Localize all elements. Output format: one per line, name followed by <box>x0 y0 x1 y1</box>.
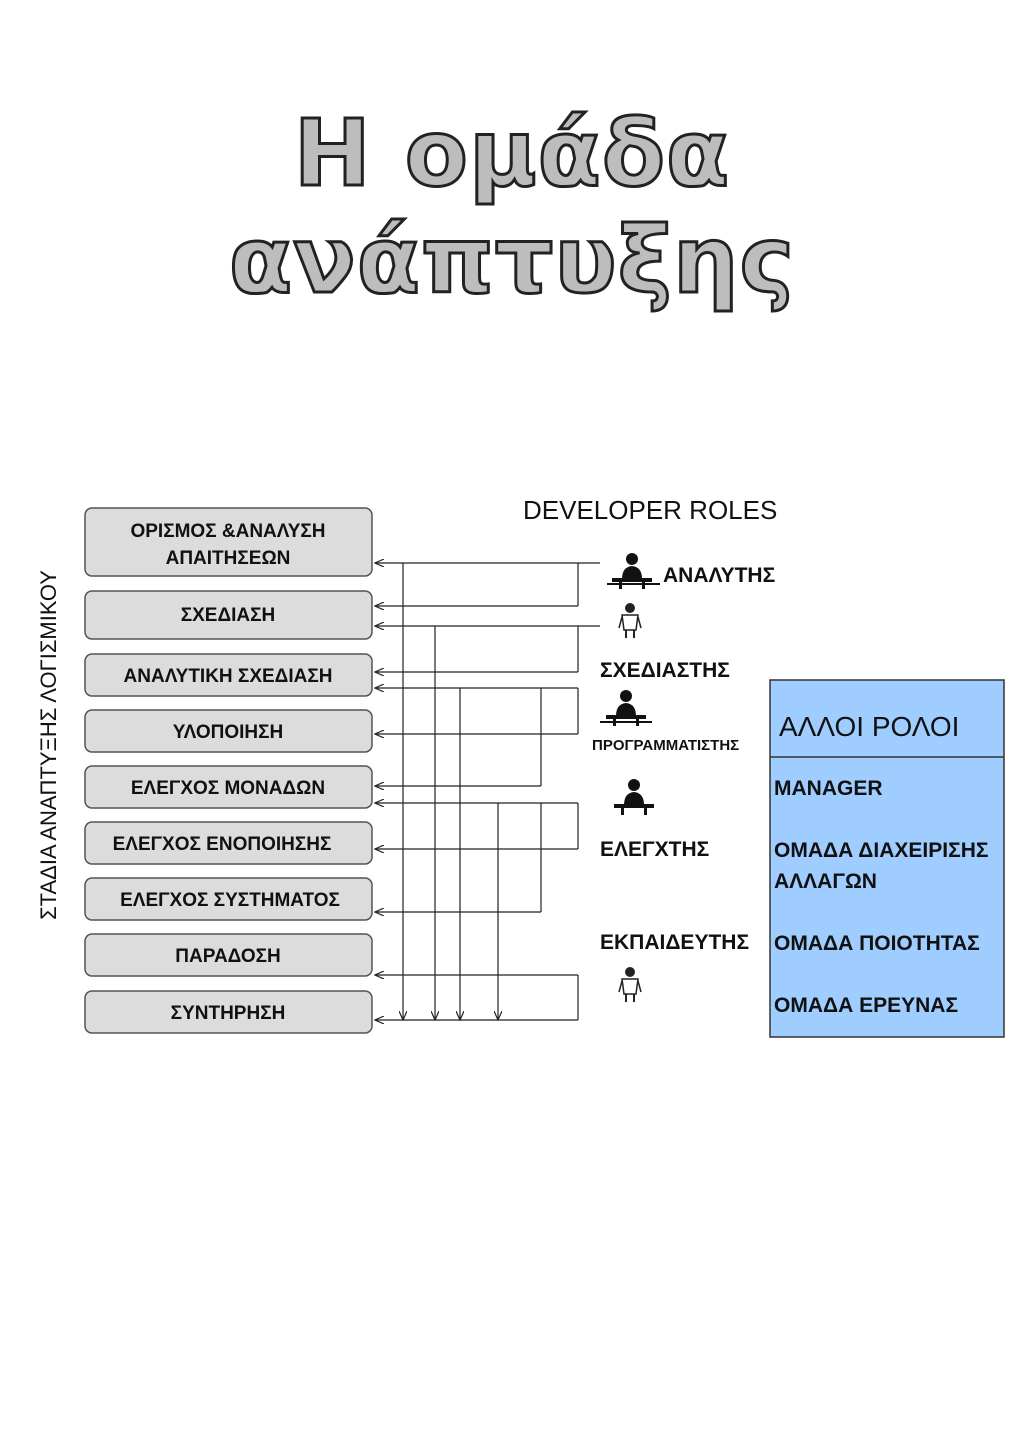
stage-system-testing: ΕΛΕΓΧΟΣ ΣΥΣΤΗΜΑΤΟΣ <box>84 877 373 921</box>
stage-label: ΕΛΕΓΧΟΣ ΜΟΝΑΔΩΝ <box>131 778 325 799</box>
other-role-item: ΟΜΑΔΑ ΕΡΕΥΝΑΣ <box>774 994 958 1017</box>
other-role-item: MANAGER <box>774 777 883 800</box>
role-label: ΕΛΕΓΧΤΗΣ <box>600 838 709 861</box>
page-title: Η ομάδα ανάπτυξης <box>227 99 796 316</box>
stage-label: ΣΥΝΤΗΡΗΣΗ <box>171 1003 286 1024</box>
stage-integration-testing: ΕΛΕΓΧΟΣ ΕΝΟΠΟΙΗΣΗΣ <box>84 821 373 865</box>
other-roles-heading: ΑΛΛΟΙ ΡΟΛΟΙ <box>779 711 959 742</box>
standing-person-icon <box>618 602 642 639</box>
role-analyst: ΑΝΑΛΥΤΗΣ <box>607 553 775 589</box>
standing-person-icon <box>618 966 642 1003</box>
stage-label: ΑΝΑΛΥΤΙΚΗ ΣΧΕΔΙΑΣΗ <box>124 666 333 687</box>
stage-label: ΣΧΕΔΙΑΣΗ <box>181 605 276 626</box>
role-label: ΣΧΕΔΙΑΣΤΗΣ <box>600 659 730 682</box>
other-role-item: ΑΛΛΑΓΩΝ <box>774 870 877 893</box>
role-tester: ΕΛΕΓΧΤΗΣ <box>600 779 709 861</box>
developer-roles-heading: DEVELOPER ROLES <box>523 495 777 525</box>
other-role-item: ΟΜΑΔΑ ΔΙΑΧΕΙΡΙΣΗΣ <box>774 839 988 862</box>
role-programmer: ΠΡΟΓΡΑΜΜΑΤΙΣΤΗΣ <box>592 690 739 754</box>
stage-label: ΠΑΡΑΔΟΣΗ <box>175 946 280 967</box>
role-label: ΠΡΟΓΡΑΜΜΑΤΙΣΤΗΣ <box>592 737 739 754</box>
role-label: ΕΚΠΑΙΔΕΥΤΗΣ <box>600 931 749 954</box>
stage-label: ΟΡΙΣΜΟΣ &ΑΝΑΛΥΣΗ <box>130 521 325 542</box>
other-role-item: ΟΜΑΔΑ ΠΟΙΟΤΗΤΑΣ <box>774 932 980 955</box>
stage-unit-testing: ΕΛΕΓΧΟΣ ΜΟΝΑΔΩΝ <box>84 765 373 809</box>
stage-label: ΑΠΑΙΤΗΣΕΩΝ <box>166 548 291 569</box>
other-roles-box: ΑΛΛΟΙ ΡΟΛΟΙ MANAGER ΟΜΑΔΑ ΔΙΑΧΕΙΡΙΣΗΣ ΑΛ… <box>769 679 1005 1038</box>
stage-label: ΕΛΕΓΧΟΣ ΣΥΣΤΗΜΑΤΟΣ <box>120 890 340 911</box>
stage-requirements: ΟΡΙΣΜΟΣ &ΑΝΑΛΥΣΗ ΑΠΑΙΤΗΣΕΩΝ <box>84 507 373 577</box>
stage-maintenance: ΣΥΝΤΗΡΗΣΗ <box>84 990 373 1034</box>
stage-label: ΕΛΕΓΧΟΣ ΕΝΟΠΟΙΗΣΗΣ <box>113 834 332 855</box>
connector-lines <box>375 563 600 1020</box>
person-at-desk-icon <box>614 779 654 815</box>
stage-label: ΥΛΟΠΟΙΗΣΗ <box>173 722 284 743</box>
person-at-desk-icon <box>606 690 646 726</box>
stage-detailed-design: ΑΝΑΛΥΤΙΚΗ ΣΧΕΔΙΑΣΗ <box>84 653 373 697</box>
stages-vertical-label: ΣΤΑΔΙΑ ΑΝΑΠΤΥΞΗΣ ΛΟΓΙΣΜΙΚΟΥ <box>36 570 61 920</box>
stage-design: ΣΧΕΔΙΑΣΗ <box>84 590 373 640</box>
role-label: ΑΝΑΛΥΤΗΣ <box>663 564 775 587</box>
stage-delivery: ΠΑΡΑΔΟΣΗ <box>84 933 373 977</box>
stages-column: ΟΡΙΣΜΟΣ &ΑΝΑΛΥΣΗ ΑΠΑΙΤΗΣΕΩΝ ΣΧΕΔΙΑΣΗ ΑΝΑ… <box>84 507 373 1034</box>
role-trainer: ΕΚΠΑΙΔΕΥΤΗΣ <box>600 931 749 1003</box>
stage-implementation: ΥΛΟΠΟΙΗΣΗ <box>84 709 373 753</box>
